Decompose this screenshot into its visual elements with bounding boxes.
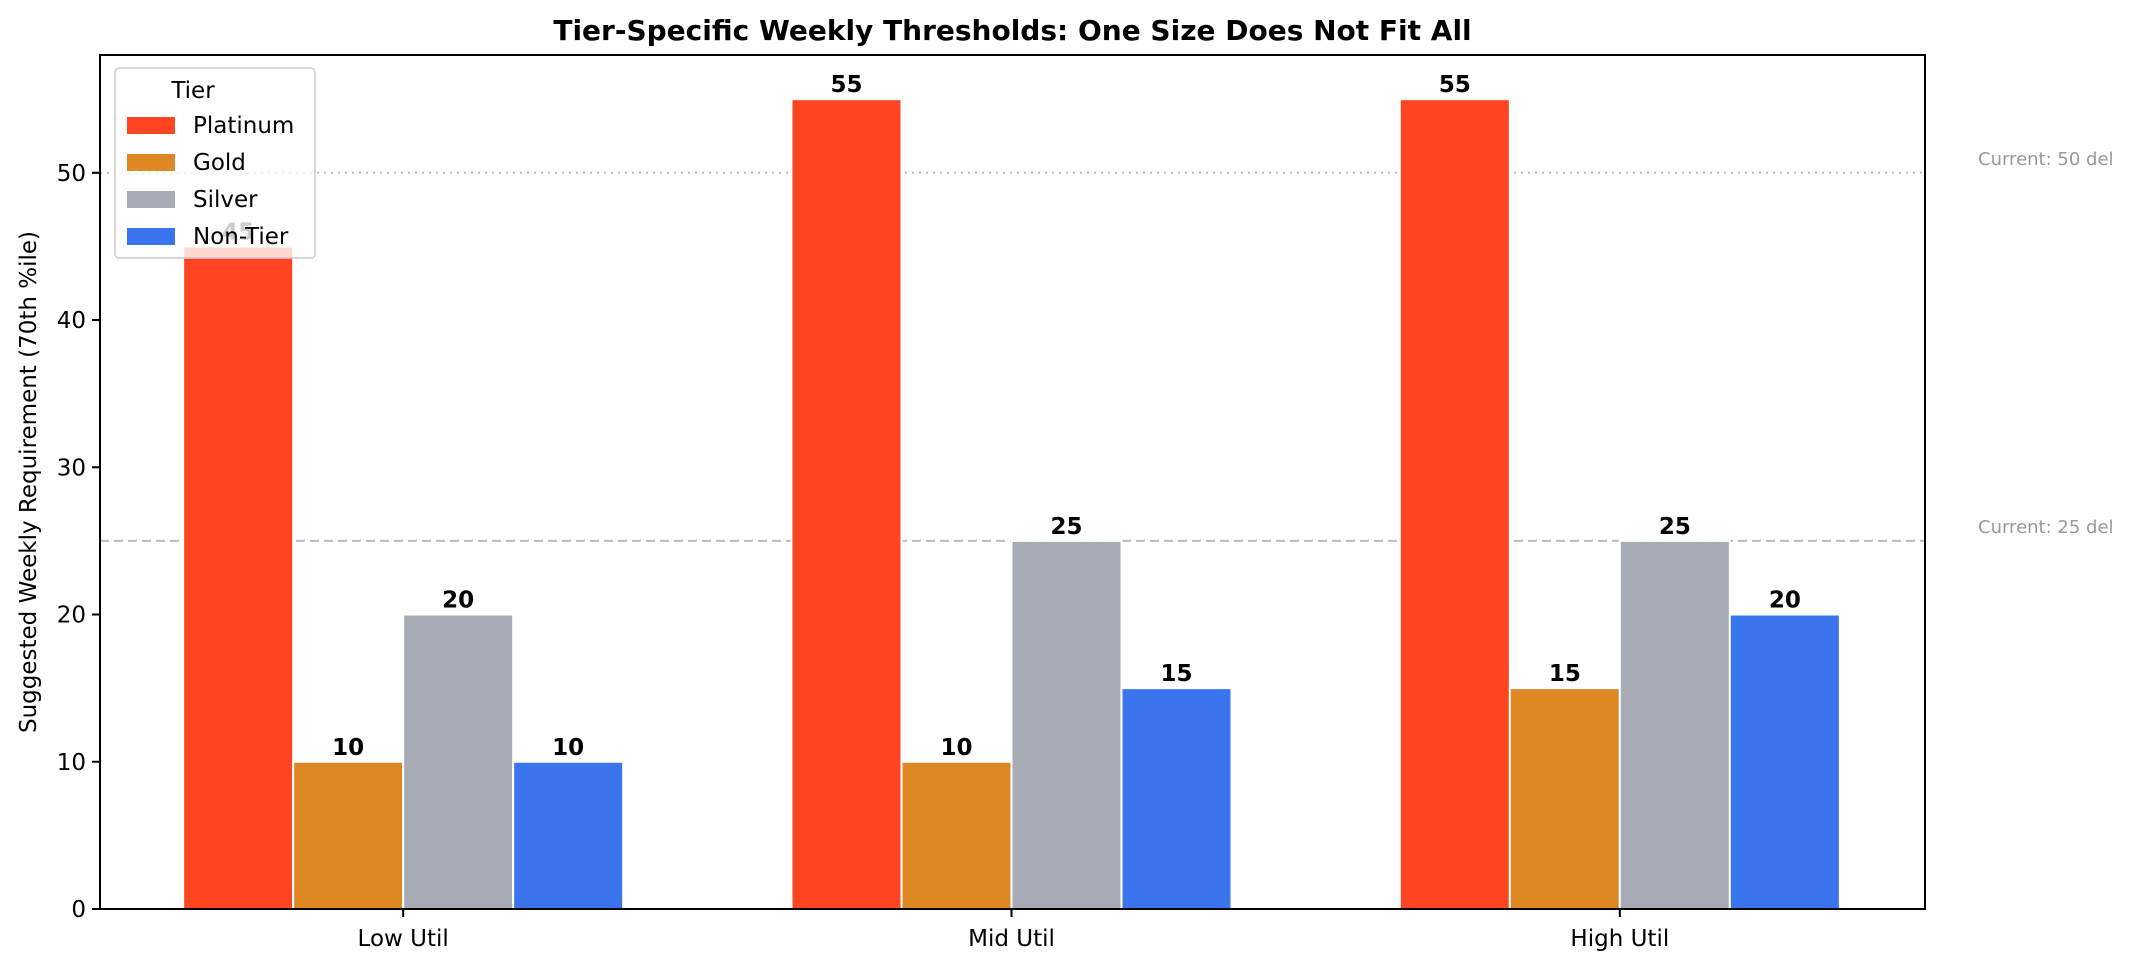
bar-value-label: 15 — [1549, 661, 1581, 687]
axes: 0 10 20 30 40 50 Low Util Mid Util High Util — [57, 54, 1926, 952]
reference-line-label: Current: 50 del — [1978, 149, 2114, 170]
chart-title: Tier-Specific Weekly Thresholds: One Siz… — [553, 14, 1471, 47]
y-axis-label: Suggested Weekly Requirement (70th %ile) — [16, 231, 42, 733]
bar-platinum — [1398, 98, 1511, 910]
legend-swatch-non-tier — [127, 228, 175, 245]
y-tick-label: 0 — [71, 897, 86, 923]
x-tick-label: High Util — [1570, 926, 1669, 952]
bar-value-label: 10 — [332, 735, 364, 761]
legend-label: Gold — [193, 150, 246, 176]
bar-value-label: 25 — [1659, 514, 1691, 540]
bar-non-tier — [1120, 687, 1233, 911]
y-tick-label: 40 — [57, 308, 86, 334]
legend-swatch-platinum — [127, 117, 175, 134]
bar-non-tier — [512, 760, 625, 910]
legend-label: Non-Tier — [193, 224, 289, 250]
bar-value-labels: 455555101015202525101520 — [222, 72, 1801, 761]
reference-line-label: Current: 25 del — [1978, 517, 2114, 538]
bar-value-label: 20 — [442, 588, 474, 614]
legend-box — [114, 67, 316, 259]
bar-gold — [1508, 687, 1621, 911]
legend-swatch-gold — [127, 154, 175, 171]
bars — [182, 98, 1841, 911]
legend-label: Platinum — [193, 113, 294, 139]
bar-value-label: 20 — [1769, 588, 1801, 614]
bar-value-label: 10 — [552, 735, 584, 761]
legend-swatch-silver — [127, 191, 175, 208]
bar-platinum — [790, 98, 903, 910]
legend: Tier Platinum Gold Silver Non-Tier — [114, 67, 316, 259]
y-tick-label: 20 — [57, 603, 86, 629]
reference-lines: Current: 50 del Current: 25 del — [100, 149, 2114, 542]
y-tick-label: 10 — [57, 750, 86, 776]
bar-gold — [900, 760, 1013, 910]
legend-title: Tier — [170, 78, 215, 104]
x-tick-label: Low Util — [358, 926, 449, 952]
bar-value-label: 25 — [1050, 514, 1082, 540]
bar-value-label: 55 — [1439, 72, 1471, 98]
x-tick-label: Mid Util — [968, 926, 1055, 952]
y-tick-label: 50 — [57, 161, 86, 187]
bar-value-label: 55 — [830, 72, 862, 98]
bar-silver — [1010, 539, 1123, 910]
bar-platinum — [182, 245, 295, 910]
legend-label: Silver — [193, 187, 258, 213]
bar-silver — [1618, 539, 1731, 910]
bar-value-label: 15 — [1160, 661, 1192, 687]
bar-non-tier — [1728, 613, 1841, 910]
bar-silver — [402, 613, 515, 910]
bar-gold — [292, 760, 405, 910]
bar-value-label: 10 — [940, 735, 972, 761]
y-tick-label: 30 — [57, 455, 86, 481]
